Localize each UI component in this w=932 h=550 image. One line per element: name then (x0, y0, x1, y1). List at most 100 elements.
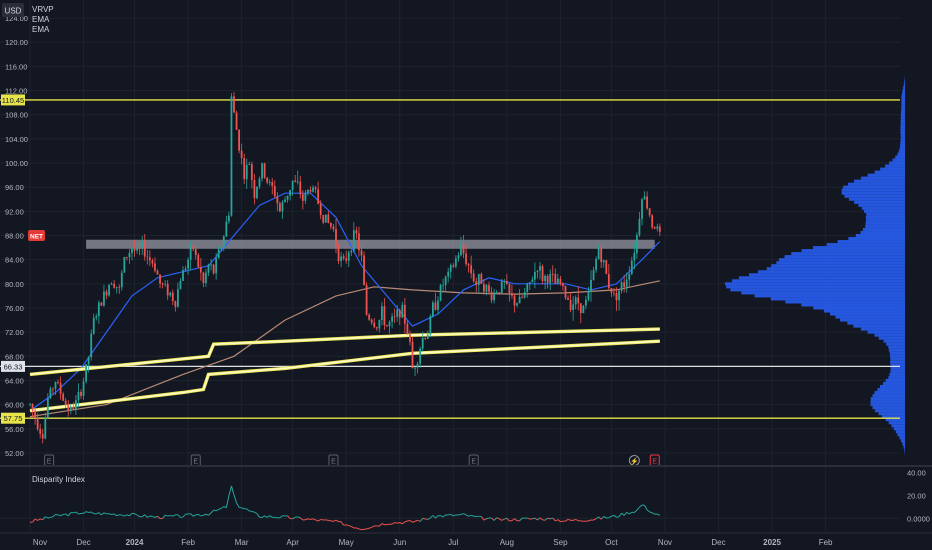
candle-body (97, 302, 100, 317)
candle-body (184, 268, 187, 271)
candle-body (523, 291, 526, 298)
candle-body (49, 388, 52, 399)
disparity-segment (555, 519, 559, 522)
price-tick-label: 52.00 (5, 449, 24, 458)
level-price-badge[interactable] (1, 94, 25, 106)
volume-profile-bar (900, 143, 905, 147)
disparity-segment (116, 514, 120, 517)
disparity-segment (198, 514, 202, 517)
candle-body (41, 433, 44, 439)
disparity-segment (504, 517, 508, 520)
candle-body (452, 265, 455, 267)
disparity-tick-label: 0.0000 (907, 514, 930, 523)
candle-body (197, 254, 200, 268)
candle-body (470, 265, 473, 274)
volume-profile-bar (726, 285, 905, 289)
disparity-segment (381, 523, 385, 526)
trendline-inner[interactable] (29, 340, 660, 412)
volume-profile-bar (878, 412, 905, 416)
volume-profile-bar (898, 149, 905, 153)
volume-profile-bar (823, 309, 905, 313)
disparity-segment (266, 515, 270, 518)
disparity-segment (215, 508, 219, 512)
candle-body (636, 235, 638, 254)
disparity-segment (453, 514, 457, 517)
disparity-segment (220, 506, 225, 509)
candle-body (600, 248, 603, 263)
volume-profile-bar (879, 384, 905, 389)
candle-body (429, 316, 432, 335)
disparity-segment (493, 517, 498, 521)
level-price-badge[interactable] (1, 412, 25, 424)
time-axis[interactable]: Nov Dec 2024 Feb Mar Apr May Jun Jul Aug Sep Oct Nov… (0, 532, 932, 547)
candle-body (164, 283, 167, 285)
disparity-segment (67, 512, 72, 517)
volume-profile-bar (895, 430, 905, 434)
volume-profile-bar (847, 182, 905, 186)
disparity-segment (414, 519, 418, 522)
disparity-segment (218, 507, 222, 510)
candle-body (656, 226, 659, 229)
horizontal-levels-layer[interactable]: 110.45 66.33 57.75 (0, 94, 900, 424)
candle-body (587, 291, 590, 300)
indicator-ema-1[interactable]: EMA (32, 15, 50, 24)
candle-body (225, 221, 228, 237)
resistance-zone-layer[interactable] (86, 239, 655, 249)
candle-body (46, 398, 49, 418)
candle-body (279, 203, 281, 212)
disparity-segment (600, 516, 605, 520)
volume-profile-bar (900, 134, 905, 138)
trendline-inner[interactable] (29, 328, 660, 376)
disparity-segment (274, 516, 278, 519)
volume-profile-bar (731, 279, 905, 283)
candle-body (516, 303, 518, 306)
time-tick-label: Feb (819, 538, 833, 547)
disparity-segment (317, 519, 321, 522)
ticker-badge[interactable]: NET (28, 230, 45, 241)
price-tick-label: 112.00 (5, 87, 27, 96)
candle-body (498, 292, 501, 293)
candle-body (460, 243, 462, 256)
candle-body (442, 284, 444, 286)
price-axis[interactable]: 124.00 120.00 116.00 112.00 108.00 104.00 100.… (5, 14, 28, 458)
disparity-segment (205, 513, 209, 516)
candle-body (582, 305, 585, 314)
indicator-vrvp[interactable]: VRVP (32, 5, 54, 14)
disparity-segment (639, 504, 643, 508)
disparity-index-title[interactable]: Disparity Index (32, 475, 85, 484)
candle-body (194, 249, 197, 255)
disparity-tick-label: 20.00 (907, 491, 926, 500)
candle-body (156, 270, 159, 275)
volume-profile-bar (874, 333, 905, 337)
volume-profile-bar (870, 397, 905, 401)
currency-badge[interactable] (2, 3, 24, 17)
candle-body (449, 265, 452, 272)
disparity-segment (557, 519, 561, 523)
disparity-segment (409, 520, 413, 523)
disparity-segment (496, 517, 500, 520)
candle-body (421, 337, 424, 349)
legend[interactable]: USD VRVP EMA EMA (2, 3, 54, 34)
candle-body (120, 272, 123, 288)
disparity-segment (651, 512, 656, 515)
trendline-layer[interactable] (29, 327, 660, 413)
candle-body (465, 253, 467, 264)
time-tick-label: Jul (448, 538, 458, 547)
candle-body (495, 292, 498, 293)
candle-body (651, 215, 654, 228)
disparity-segment (363, 528, 367, 530)
indicator-ema-2[interactable]: EMA (32, 25, 50, 34)
candle-body (526, 283, 529, 292)
disparity-segment (618, 512, 623, 518)
candle-body (595, 259, 597, 271)
currency-label: USD (5, 7, 22, 16)
resistance-zone[interactable] (86, 239, 655, 249)
disparity-segment (256, 513, 260, 518)
level-price-badge[interactable] (1, 360, 25, 372)
volume-profile-bar (874, 391, 905, 395)
disparity-segment (210, 509, 214, 514)
candle-body (569, 299, 572, 311)
candle-body (511, 293, 513, 296)
volume-profile-bar (776, 261, 905, 265)
